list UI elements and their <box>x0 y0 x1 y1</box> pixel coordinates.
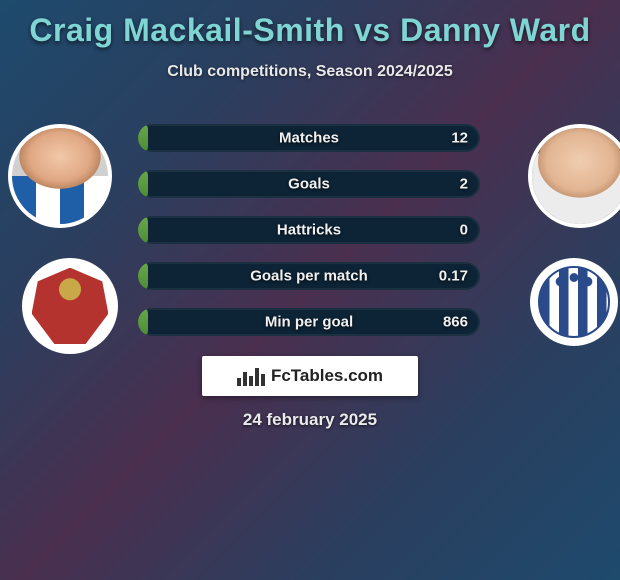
stat-label: Goals per match <box>250 268 368 285</box>
player-left-avatar <box>8 124 112 228</box>
brand-text: FcTables.com <box>271 366 383 386</box>
stat-bar-fill <box>138 124 148 152</box>
subtitle: Club competitions, Season 2024/2025 <box>0 63 620 81</box>
club-right-crest <box>530 258 618 346</box>
club-right-crest-shape <box>538 266 610 338</box>
stat-bar-fill <box>138 308 148 336</box>
player-right-avatar <box>528 124 620 228</box>
page-title: Craig Mackail-Smith vs Danny Ward <box>0 0 620 49</box>
stat-label: Min per goal <box>265 314 353 331</box>
stat-bar: Min per goal 866 <box>138 308 480 336</box>
date-text: 24 february 2025 <box>0 410 620 430</box>
stat-bar: Goals per match 0.17 <box>138 262 480 290</box>
stat-bar-fill <box>138 216 148 244</box>
stat-value: 12 <box>451 130 468 147</box>
club-left-crest-shape <box>32 268 109 345</box>
player-left-image <box>12 128 108 224</box>
club-left-crest <box>22 258 118 354</box>
stat-label: Hattricks <box>277 222 341 239</box>
stat-value: 2 <box>460 176 468 193</box>
brand-badge: FcTables.com <box>202 356 418 396</box>
stat-value: 0 <box>460 222 468 239</box>
stat-bar: Hattricks 0 <box>138 216 480 244</box>
stat-label: Goals <box>288 176 330 193</box>
brand-icon <box>237 366 265 386</box>
stat-label: Matches <box>279 130 339 147</box>
stats-bars: Matches 12 Goals 2 Hattricks 0 Goals per match… <box>138 124 480 354</box>
player-right-image <box>532 128 620 224</box>
stat-bar: Matches 12 <box>138 124 480 152</box>
stat-value: 0.17 <box>439 268 468 285</box>
stat-bar-fill <box>138 170 148 198</box>
stat-bar-fill <box>138 262 148 290</box>
stat-bar: Goals 2 <box>138 170 480 198</box>
stat-value: 866 <box>443 314 468 331</box>
